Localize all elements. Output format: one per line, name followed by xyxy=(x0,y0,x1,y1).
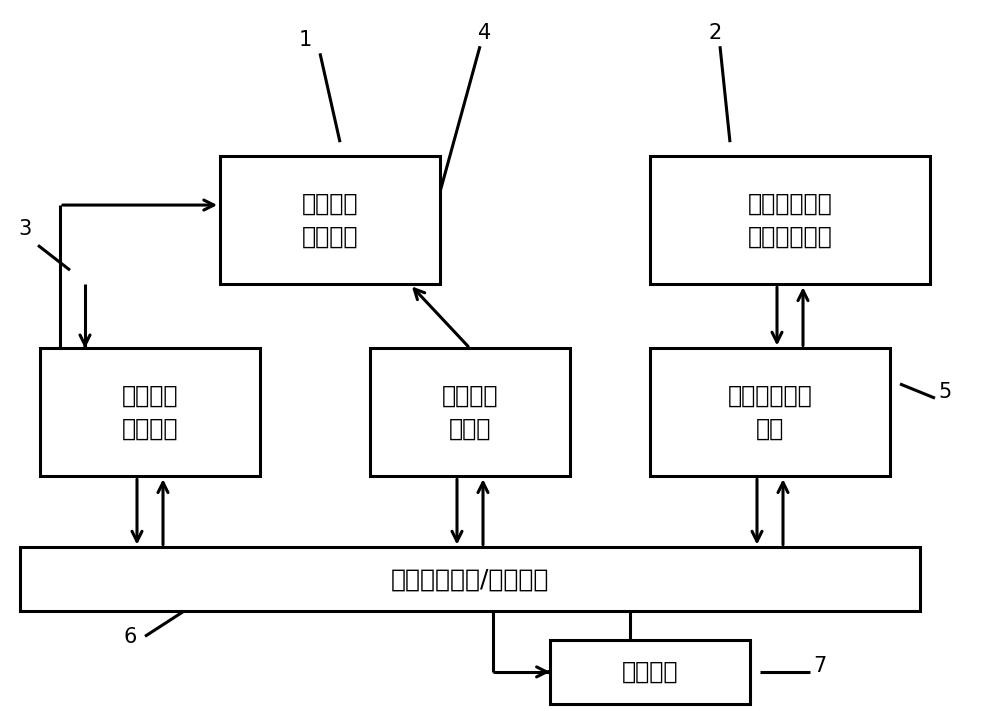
Text: 机床离线
操作系统: 机床离线 操作系统 xyxy=(302,192,358,249)
FancyBboxPatch shape xyxy=(220,156,440,284)
Text: 5: 5 xyxy=(938,382,952,402)
Text: 共享内存输入/输出接口: 共享内存输入/输出接口 xyxy=(391,567,549,592)
Text: 3: 3 xyxy=(18,218,32,239)
Text: 机床多体刚柔
耦合建模系统: 机床多体刚柔 耦合建模系统 xyxy=(748,192,832,249)
Text: 6: 6 xyxy=(123,627,137,648)
FancyBboxPatch shape xyxy=(40,348,260,476)
Text: 2: 2 xyxy=(708,23,722,43)
FancyBboxPatch shape xyxy=(650,348,890,476)
FancyBboxPatch shape xyxy=(370,348,570,476)
Text: 外挂设备: 外挂设备 xyxy=(622,660,678,684)
Text: 动力学仿真求
解器: 动力学仿真求 解器 xyxy=(728,384,812,441)
FancyBboxPatch shape xyxy=(20,547,920,611)
Text: 1: 1 xyxy=(298,30,312,50)
FancyBboxPatch shape xyxy=(650,156,930,284)
Text: 机床数控
软件系统: 机床数控 软件系统 xyxy=(122,384,178,441)
Text: 4: 4 xyxy=(478,23,492,43)
FancyBboxPatch shape xyxy=(550,640,750,704)
Text: 7: 7 xyxy=(813,656,827,676)
Text: 可编程控
制模块: 可编程控 制模块 xyxy=(442,384,498,441)
